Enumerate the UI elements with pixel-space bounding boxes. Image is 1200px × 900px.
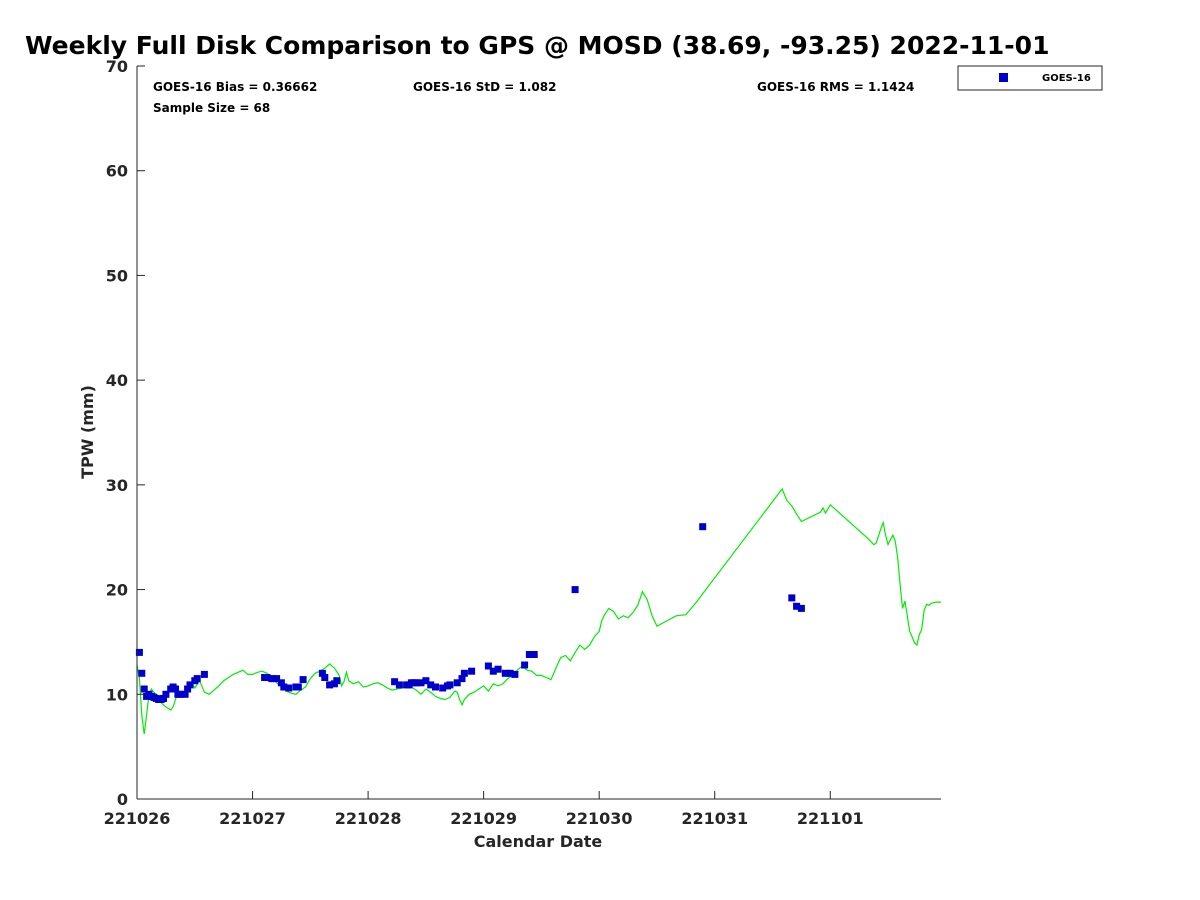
y-tick-label: 30 (106, 476, 128, 495)
gps-series-line (136, 487, 941, 735)
goes16-data-point (263, 674, 271, 681)
goes16-data-point (172, 685, 179, 693)
goes16-data-point (797, 604, 805, 612)
goes16-data-point (439, 684, 447, 692)
x-tick-label: 221026 (104, 809, 171, 828)
goes16-data-point (489, 667, 497, 675)
legend-label-goes16: GOES-16 (1042, 73, 1091, 84)
legend-marker-goes16 (999, 73, 1008, 82)
goes16-data-point (446, 681, 454, 689)
goes16-data-point (427, 681, 435, 689)
goes16-data-point (391, 678, 399, 686)
y-tick-label: 50 (106, 266, 128, 285)
goes16-data-point (200, 670, 208, 678)
goes16-data-point (285, 684, 293, 692)
goes16-data-point (453, 679, 461, 687)
x-tick-label: 221031 (681, 809, 748, 828)
goes16-data-point (268, 675, 276, 683)
x-tick-label: 221029 (450, 809, 517, 828)
goes16-data-point (484, 662, 492, 670)
goes16-data-point (521, 661, 529, 669)
y-tick-label: 20 (106, 581, 128, 600)
goes16-data-point (186, 681, 194, 689)
series-layer (135, 487, 941, 735)
goes16-data-point (181, 690, 189, 698)
goes16-data-point (138, 669, 146, 677)
goes16-data-point (176, 690, 184, 698)
y-tick-label: 60 (106, 162, 128, 181)
goes16-data-point (160, 695, 167, 702)
goes16-data-point (277, 679, 285, 687)
goes16-data-point (294, 683, 302, 691)
goes16-data-point (460, 669, 468, 677)
y-tick-label: 10 (106, 685, 128, 704)
legend-box (957, 65, 1103, 91)
y-axis-label: TPW (mm) (78, 385, 97, 479)
goes16-data-point (506, 669, 514, 677)
goes16-data-point (412, 679, 420, 687)
goes16-data-point (788, 594, 796, 602)
x-tick-label: 221027 (219, 809, 286, 828)
goes16-data-point (140, 685, 148, 693)
goes16-data-point (494, 665, 502, 673)
y-tick-label: 40 (106, 371, 128, 390)
goes16-data-point (501, 669, 509, 677)
goes16-data-point (511, 670, 519, 678)
goes16-data-point (184, 685, 192, 693)
goes16-data-point (422, 677, 430, 685)
goes16-data-point (525, 651, 533, 658)
goes16-data-point (571, 586, 579, 594)
x-ticks: 221026 221027 221028 221029 221030 221031 2211… (104, 791, 864, 828)
y-tick-label: 70 (106, 57, 128, 76)
x-tick-label: 221030 (566, 809, 633, 828)
goes16-data-point (135, 648, 143, 656)
goes16-data-point (395, 681, 403, 689)
goes16-data-point (326, 681, 334, 689)
goes16-data-point (318, 669, 326, 677)
sample-size-stat: Sample Size = 68 (153, 101, 270, 115)
rms-stat: GOES-16 RMS = 1.1424 (757, 80, 914, 94)
goes16-data-point (193, 675, 201, 683)
goes16-data-point (432, 683, 439, 691)
goes16-data-point (793, 602, 801, 610)
goes16-data-point (273, 675, 281, 683)
std-stat: GOES-16 StD = 1.082 (413, 80, 556, 94)
goes16-data-point (333, 677, 341, 685)
goes16-data-point (280, 683, 288, 691)
goes16-data-point (321, 674, 329, 681)
bias-stat: GOES-16 Bias = 0.36662 (153, 80, 317, 94)
goes16-data-point (417, 679, 425, 687)
goes16-data-point (468, 667, 476, 675)
y-tick-label: 0 (117, 790, 128, 809)
goes16-data-point (162, 690, 170, 698)
goes16-data-point (699, 523, 707, 531)
goes16-data-point (530, 651, 538, 658)
legend: GOES-16 (957, 65, 1103, 91)
x-tick-label: 221028 (335, 809, 402, 828)
goes16-data-point (458, 675, 466, 683)
x-axis-label: Calendar Date (474, 832, 603, 851)
goes16-data-point (299, 676, 307, 684)
plot-area (137, 66, 941, 799)
y-ticks: 0 10 20 30 40 50 60 70 (106, 57, 145, 809)
chart-title: Weekly Full Disk Comparison to GPS @ MOS… (25, 31, 1049, 60)
x-tick-label: 221101 (797, 809, 864, 828)
